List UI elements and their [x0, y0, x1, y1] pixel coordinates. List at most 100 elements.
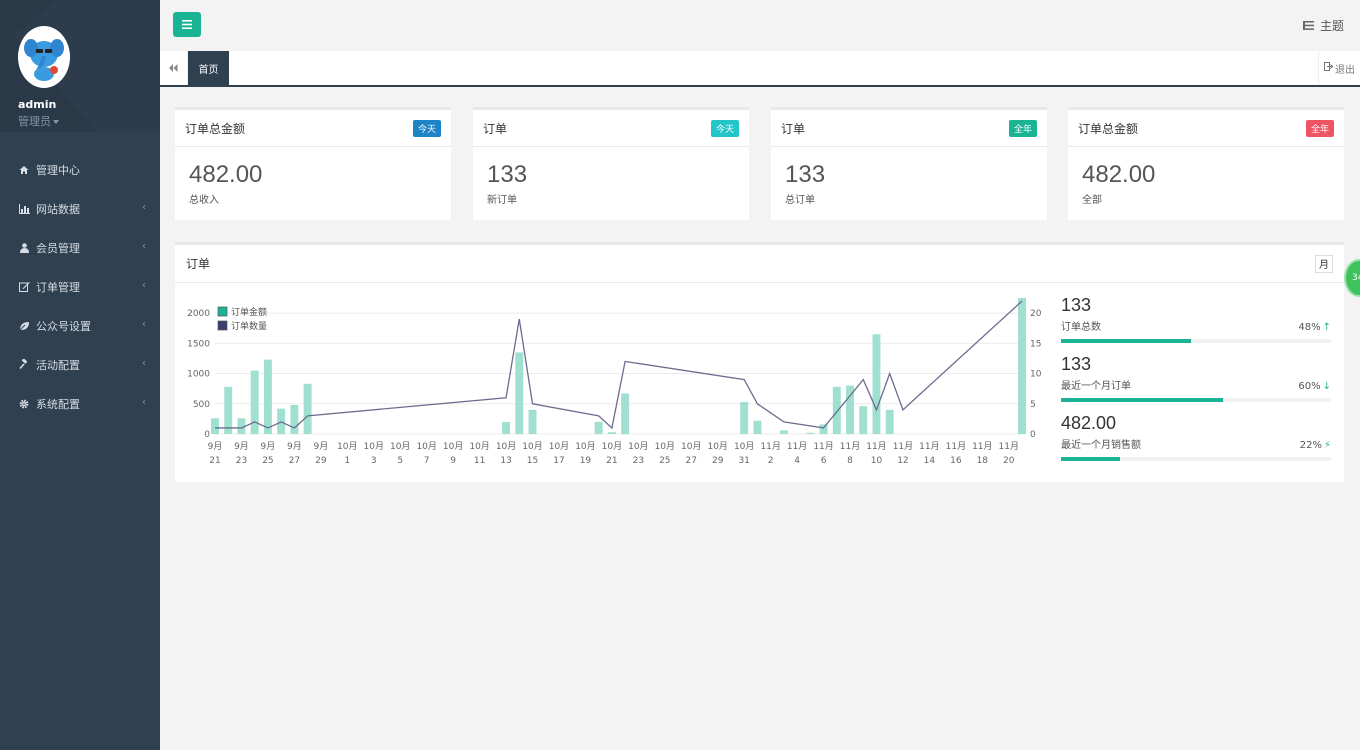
x-tick-day-label: 7 [424, 456, 430, 466]
chart-bar [224, 386, 233, 434]
y-tick-label-right: 0 [1030, 430, 1036, 440]
orders-panel: 订单 月 0 500 1000 1500 2000 0 5 10 15 20 9月 21 9月 23 9月 2… [175, 242, 1344, 482]
theme-label: 主题 [1319, 19, 1344, 33]
x-tick-day-label: 10 [871, 456, 883, 466]
x-tick-month-label: 10月 [337, 441, 357, 452]
x-tick-day-label: 4 [794, 456, 800, 466]
chart-bar [1018, 297, 1026, 434]
y-tick-label-left: 2000 [187, 309, 210, 319]
legend-swatch-count [217, 320, 228, 331]
user-name: admin [18, 98, 57, 111]
stat-card-today-orders: 订单 今天 133 新订单 [473, 107, 749, 220]
sidebar-item-members[interactable]: 会员管理 ‹ [0, 228, 160, 267]
progress-fill [1061, 339, 1191, 343]
sidebar-item-site-data[interactable]: 网站数据 ‹ [0, 189, 160, 228]
x-tick-month-label: 11月 [787, 441, 807, 452]
sidebar-item-orders[interactable]: 订单管理 ‹ [0, 267, 160, 306]
sidebar-item-label: 公众号设置 [36, 319, 91, 333]
y-tick-label-right: 20 [1030, 309, 1042, 319]
x-tick-day-label: 23 [236, 456, 247, 466]
stat-card-year-amount: 订单总金额 全年 482.00 全部 [1068, 107, 1344, 220]
progress-fill [1061, 457, 1121, 461]
hamburger-icon [182, 20, 192, 29]
x-tick-month-label: 11月 [893, 441, 913, 452]
tab-home[interactable]: 首页 [188, 51, 229, 85]
x-tick-month-label: 10月 [681, 441, 701, 452]
stat-label: 订单总数 [1061, 322, 1101, 333]
list-icon [1302, 19, 1314, 33]
stat-percent-value: 48% [1298, 322, 1321, 333]
theme-button[interactable]: 主题 [1302, 17, 1344, 34]
y-tick-label-left: 1000 [187, 370, 210, 380]
tab-scroll-left-button[interactable] [160, 51, 188, 85]
sidebar-item-wechat-settings[interactable]: 公众号设置 ‹ [0, 306, 160, 345]
x-tick-month-label: 10月 [628, 441, 648, 452]
x-tick-month-label: 10月 [364, 441, 384, 452]
sidebar-item-system-config[interactable]: 系统配置 ‹ [0, 384, 160, 423]
chevron-left-icon: ‹ [142, 397, 146, 408]
x-tick-month-label: 11月 [919, 441, 939, 452]
chevron-left-icon: ‹ [142, 280, 146, 291]
x-tick-month-label: 9月 [234, 441, 249, 452]
x-tick-month-label: 11月 [946, 441, 966, 452]
stat-card-today-amount: 订单总金额 今天 482.00 总收入 [175, 107, 451, 220]
x-tick-month-label: 9月 [287, 441, 302, 452]
home-icon [18, 164, 30, 176]
card-title: 订单 [483, 121, 508, 136]
x-tick-month-label: 10月 [443, 441, 463, 452]
x-tick-month-label: 11月 [999, 441, 1019, 452]
card-subtitle: 新订单 [487, 195, 517, 206]
x-tick-month-label: 9月 [313, 441, 328, 452]
chart-bar [872, 334, 881, 434]
edit-icon [18, 281, 30, 293]
x-tick-day-label: 27 [686, 456, 697, 466]
sidebar-item-label: 网站数据 [36, 202, 80, 216]
level-down-icon: ↓ [1322, 381, 1331, 392]
x-tick-month-label: 9月 [208, 441, 223, 452]
profile-area: admin 管理员 [0, 0, 160, 132]
gavel-icon [18, 359, 30, 371]
chevron-left-icon: ‹ [142, 202, 146, 213]
chart-bar [502, 421, 511, 434]
chart-bar [885, 409, 894, 434]
bar-chart-icon [18, 203, 30, 215]
x-tick-month-label: 10月 [469, 441, 489, 452]
y-tick-label-left: 1500 [187, 339, 210, 349]
x-tick-day-label: 27 [289, 456, 300, 466]
x-tick-day-label: 12 [897, 456, 908, 466]
stat-value: 133 [1061, 295, 1092, 315]
user-role-dropdown[interactable]: 管理员 [18, 113, 160, 129]
card-badge: 今天 [412, 119, 441, 137]
x-tick-month-label: 10月 [655, 441, 675, 452]
avatar[interactable] [18, 26, 70, 88]
y-tick-label-right: 10 [1030, 370, 1042, 380]
x-tick-day-label: 23 [633, 456, 644, 466]
stat-percent: 48% ↑ [1298, 322, 1331, 333]
x-tick-month-label: 10月 [416, 441, 436, 452]
x-tick-day-label: 25 [262, 456, 273, 466]
sidebar-item-label: 会员管理 [36, 241, 80, 255]
x-tick-month-label: 10月 [390, 441, 410, 452]
menu-toggle-button[interactable] [173, 12, 201, 37]
caret-down-icon [53, 120, 59, 124]
floating-badge[interactable]: 34 [1344, 259, 1360, 297]
order-stats: 133 订单总数 48% ↑ 133 最近一个月订单 60% ↓ 482.00 最近… [1061, 295, 1331, 472]
x-tick-month-label: 9月 [261, 441, 276, 452]
chart-bar [859, 406, 868, 434]
sidebar-item-activity-config[interactable]: 活动配置 ‹ [0, 345, 160, 384]
x-tick-day-label: 29 [712, 456, 724, 466]
progress-fill [1061, 398, 1223, 402]
x-tick-day-label: 19 [580, 456, 592, 466]
chevron-left-icon: ‹ [142, 319, 146, 330]
logout-button[interactable]: 退出 [1318, 51, 1360, 85]
x-tick-month-label: 10月 [575, 441, 595, 452]
chart-bar [832, 386, 841, 434]
sidebar-item-dashboard[interactable]: 管理中心 [0, 150, 160, 189]
stat-percent-value: 60% [1298, 381, 1321, 392]
x-tick-day-label: 14 [924, 456, 936, 466]
tab-bar: 首页 退出 [160, 51, 1360, 87]
panel-title: 订单 [186, 257, 211, 271]
stat-label: 最近一个月销售额 [1061, 440, 1141, 451]
period-month-button[interactable]: 月 [1315, 254, 1333, 273]
chart-bar [607, 432, 616, 434]
